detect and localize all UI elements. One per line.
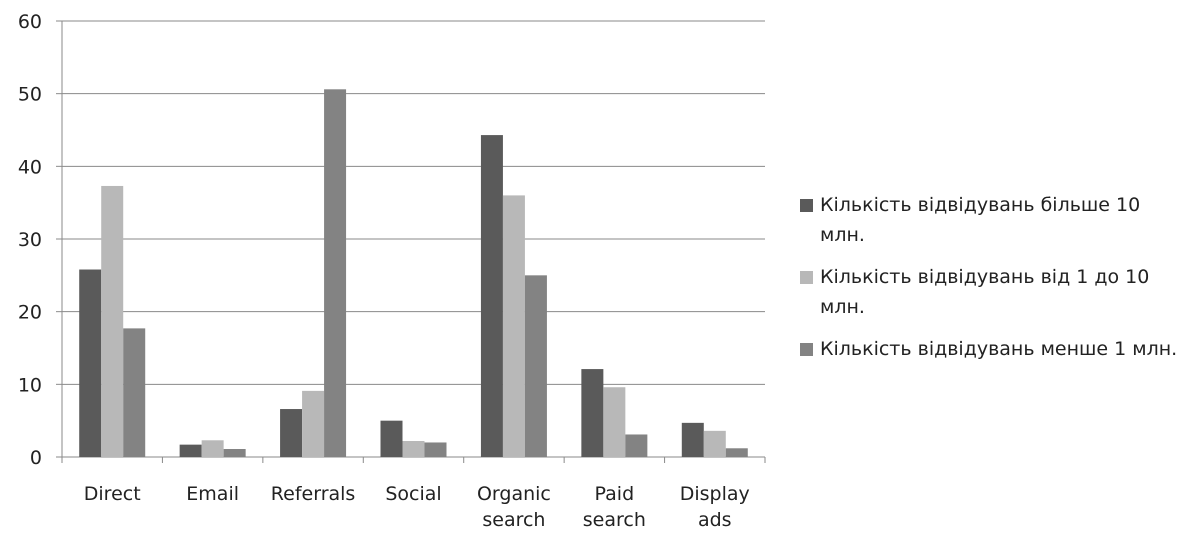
legend: Кількість відвідувань більше 10 млн. Кіл… (800, 190, 1180, 376)
bar-1-3 (280, 409, 303, 457)
legend-label-series-1: Кількість відвідувань більше 10 млн. (820, 194, 1141, 246)
bar-2-6 (603, 387, 626, 457)
y-tick-label: 20 (18, 302, 42, 324)
x-tick-label: Display ads (680, 483, 750, 531)
legend-label-series-3: Кількість відвідувань менше 1 млн. (820, 338, 1178, 360)
y-tick-label: 10 (18, 374, 42, 396)
bar-1-6 (581, 369, 604, 457)
legend-item-series-2: Кількість відвідувань від 1 до 10 млн. (800, 262, 1180, 322)
bar-3-5 (524, 275, 547, 457)
bar-1-5 (480, 135, 503, 457)
x-tick-label: Email (186, 483, 239, 505)
bar-chart: 0 10 20 30 40 50 60 Direct Email Referrals Social O… (18, 11, 766, 531)
y-tick-label: 50 (18, 84, 42, 106)
bar-3-6 (625, 434, 648, 457)
bar-2-4 (402, 441, 425, 457)
x-tick-label: Paid search (583, 483, 646, 531)
y-tick-label: 40 (18, 156, 42, 178)
bar-1-4 (380, 420, 403, 457)
legend-label-series-2: Кількість відвідувань від 1 до 10 млн. (820, 266, 1150, 318)
bar-3-3 (324, 89, 347, 457)
bar-1-7 (681, 422, 704, 457)
legend-swatch-series-1 (800, 199, 813, 212)
bar-1-1 (79, 269, 102, 457)
bar-2-1 (101, 185, 124, 457)
legend-swatch-series-2 (800, 271, 813, 284)
bar-2-2 (201, 440, 224, 457)
bar-3-7 (725, 448, 748, 457)
bar-1-2 (179, 444, 202, 457)
x-tick-label: Referrals (271, 483, 356, 505)
x-tick-label: Organic search (477, 483, 551, 531)
bar-2-7 (703, 430, 726, 457)
legend-swatch-series-3 (800, 343, 813, 356)
legend-item-series-1: Кількість відвідувань більше 10 млн. (800, 190, 1180, 250)
y-tick-label: 60 (18, 11, 42, 33)
x-tick-label: Direct (84, 483, 141, 505)
bar-2-5 (502, 195, 525, 457)
legend-item-series-3: Кількість відвідувань менше 1 млн. (800, 334, 1180, 364)
bar-3-4 (424, 442, 447, 457)
y-tick-label: 30 (18, 229, 42, 251)
bar-3-1 (123, 328, 146, 457)
x-tick-label: Social (385, 483, 441, 505)
y-tick-label: 0 (30, 447, 42, 469)
bar-3-2 (223, 449, 246, 457)
bar-2-3 (302, 390, 325, 457)
